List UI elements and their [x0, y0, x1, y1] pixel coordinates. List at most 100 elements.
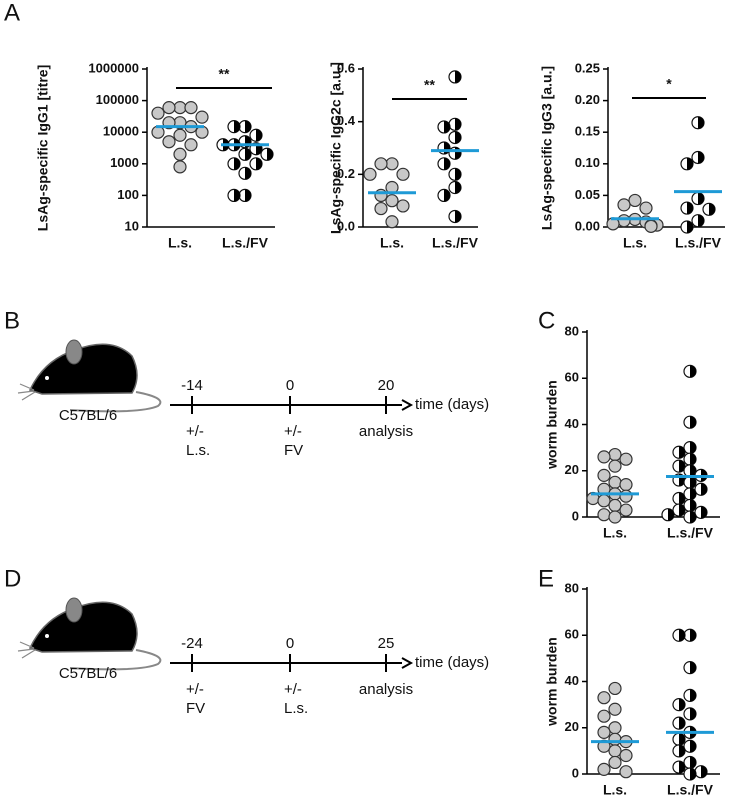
data-point [448, 209, 462, 224]
point-half [679, 744, 685, 757]
y-axis-label: LsAg-specific IgG1 [titre] [35, 65, 51, 231]
panel-label: B [4, 307, 20, 334]
treatment-label: analysis [359, 681, 413, 698]
point-half [679, 504, 685, 517]
strain-label: C57BL/6 [59, 665, 117, 682]
point-half [245, 120, 252, 133]
point-half [267, 148, 273, 161]
panel-label: A [4, 0, 20, 26]
panel-label: C [538, 307, 555, 334]
point-half [679, 717, 685, 730]
x-tick-label: L.s./FV [675, 235, 722, 251]
treatment-label: FV [186, 700, 205, 717]
point-circle [597, 508, 611, 522]
point-half [690, 453, 696, 466]
data-point [597, 691, 611, 705]
point-half [234, 157, 240, 170]
point-half [690, 689, 696, 702]
point-half [679, 629, 685, 642]
point-circle [173, 101, 187, 115]
treatment-label: FV [284, 442, 303, 459]
data-point [608, 732, 622, 746]
point-half [701, 483, 707, 496]
data-point [694, 765, 708, 779]
data-point [683, 739, 697, 753]
point-half [698, 214, 704, 227]
y-tick-label: 0 [572, 508, 579, 523]
point-half [690, 464, 696, 477]
data-point [437, 188, 451, 202]
x-tick-label: L.s. [380, 235, 404, 251]
data-point [385, 215, 399, 229]
point-half [679, 492, 685, 505]
point-half [701, 506, 707, 519]
point-half [679, 761, 685, 774]
data-point [672, 732, 686, 746]
data-point [694, 482, 708, 496]
y-tick-label: 10 [125, 218, 139, 233]
point-circle [617, 198, 631, 212]
point-half [690, 707, 696, 720]
data-point [448, 180, 462, 195]
treatment-label: +/- [186, 681, 204, 698]
point-circle [597, 468, 611, 482]
x-tick-label: L.s. [623, 235, 647, 251]
point-half [690, 756, 696, 769]
data-point [672, 760, 686, 774]
point-half [690, 365, 696, 378]
point-circle [619, 478, 633, 492]
data-point [173, 128, 187, 142]
data-point [683, 707, 697, 721]
x-tick-label: L.s./FV [667, 525, 714, 541]
data-point [702, 202, 716, 216]
point-half [709, 203, 715, 216]
data-point [672, 459, 686, 473]
data-point [227, 188, 241, 202]
y-tick-label: 0.0 [337, 218, 355, 233]
data-point [184, 101, 198, 115]
point-half [701, 765, 707, 778]
point-circle [184, 138, 198, 152]
data-point [608, 755, 622, 770]
point-half [245, 189, 252, 202]
point-circle [628, 193, 642, 208]
data-point [672, 491, 686, 506]
point-circle [162, 135, 176, 149]
data-point [683, 661, 697, 675]
data-point [173, 147, 187, 161]
data-point [619, 452, 633, 466]
data-point [374, 188, 388, 202]
point-circle [363, 167, 377, 181]
data-point [683, 767, 697, 781]
data-point [661, 508, 675, 522]
point-circle [151, 106, 165, 120]
data-point [608, 681, 622, 696]
data-point [437, 157, 451, 171]
point-circle [608, 498, 622, 513]
point-half [455, 181, 461, 194]
data-point [680, 220, 694, 234]
data-point [238, 166, 252, 180]
point-half [668, 508, 674, 521]
data-point [448, 146, 462, 160]
x-tick-label: L.s./FV [222, 235, 269, 251]
data-point [608, 510, 622, 524]
data-point [437, 141, 451, 155]
y-tick-label: 40 [565, 416, 579, 431]
data-point [597, 709, 611, 723]
point-half [698, 192, 704, 205]
data-point [672, 628, 686, 642]
y-axis-label: LsAg-specific IgG3 [a.u.] [539, 66, 555, 230]
point-circle [385, 194, 399, 208]
data-point [608, 475, 622, 489]
point-circle [619, 503, 633, 517]
x-tick-label: L.s. [603, 525, 627, 541]
significance-label: ** [219, 66, 230, 82]
point-half [679, 698, 685, 711]
treatment-label: +/- [284, 681, 302, 698]
day-label: 25 [378, 635, 395, 652]
point-circle [374, 201, 388, 216]
data-point [672, 503, 686, 517]
y-tick-label: 0.00 [575, 218, 600, 233]
